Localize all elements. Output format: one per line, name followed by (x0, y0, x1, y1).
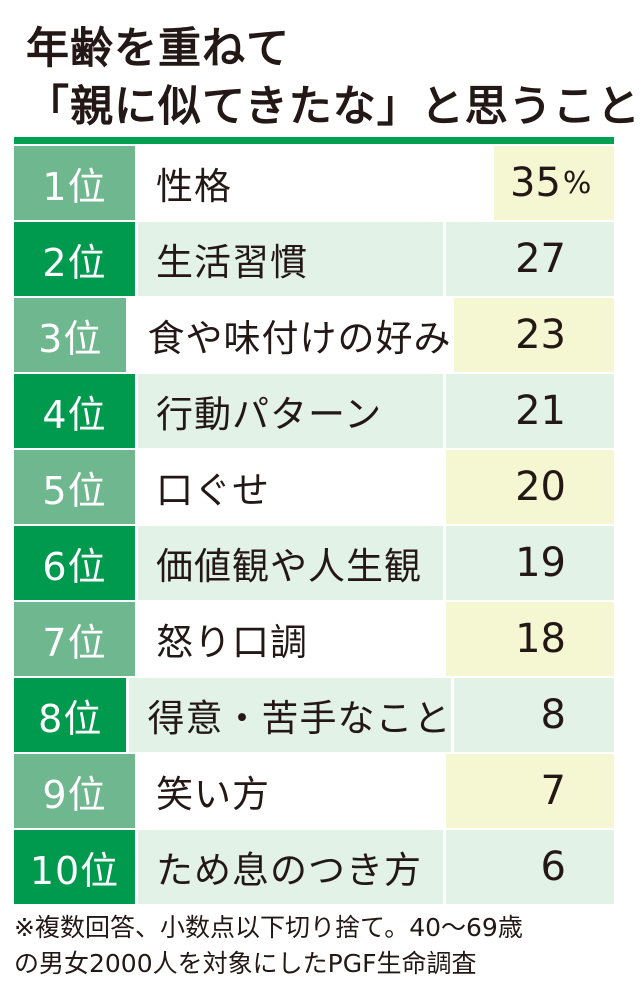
table-row: 9位 笑い方 7 (14, 752, 614, 828)
value-number: 8 (540, 692, 566, 738)
value-number: 35 (510, 160, 561, 206)
table-row: 10位 ため息のつき方 6 (14, 828, 614, 904)
rank-cell: 1位 (14, 146, 138, 220)
item-label: 性格 (138, 146, 491, 220)
title-line-2: 「親に似てきたな」と思うこと (26, 82, 640, 132)
rank-cell: 7位 (14, 602, 138, 676)
table-row: 2位 生活習慣 27 (14, 220, 614, 296)
value-cell: 6 (443, 830, 614, 904)
rank-cell: 9位 (14, 754, 138, 828)
value-number: 6 (540, 844, 566, 890)
value-number: 19 (515, 540, 566, 586)
value-cell: 8 (451, 678, 614, 752)
table-row: 7位 怒り口調 18 (14, 600, 614, 676)
item-label: 怒り口調 (138, 602, 443, 676)
footnote: ※複数回答、小数点以下切り捨て。40～69歳 の男女2000人を対象にしたPGF… (14, 910, 634, 982)
value-cell: 27 (443, 222, 614, 296)
rank-cell: 6位 (14, 526, 138, 600)
table-row: 8位 得意・苦手なこと 8 (14, 676, 614, 752)
item-label: 行動パターン (138, 374, 443, 448)
ranking-table: 1位 性格 35% 2位 生活習慣 27 3位 食や味付けの好み 23 4位 行動パターン 21 5位口… (14, 146, 614, 904)
value-cell: 23 (451, 298, 614, 372)
rank-cell: 4位 (14, 374, 138, 448)
item-label: 得意・苦手なこと (129, 678, 452, 752)
percent-unit: % (562, 165, 592, 201)
item-label: 価値観や人生観 (138, 526, 443, 600)
value-cell: 20 (443, 450, 614, 524)
item-label: 口ぐせ (138, 450, 443, 524)
value-cell: 21 (443, 374, 614, 448)
value-number: 27 (515, 236, 566, 282)
value-number: 21 (515, 388, 566, 434)
value-number: 20 (515, 464, 566, 510)
item-label: 食や味付けの好み (129, 298, 452, 372)
table-row: 5位 口ぐせ 20 (14, 448, 614, 524)
rank-cell: 10位 (14, 830, 138, 904)
value-cell: 7 (443, 754, 614, 828)
title-line-1: 年齢を重ねて (26, 24, 290, 74)
footnote-line-1: ※複数回答、小数点以下切り捨て。40～69歳 (14, 913, 523, 942)
rank-cell: 8位 (14, 678, 130, 752)
table-row: 4位 行動パターン 21 (14, 372, 614, 448)
item-label: ため息のつき方 (138, 830, 443, 904)
value-number: 7 (540, 768, 566, 814)
value-number: 23 (515, 312, 566, 358)
table-row: 1位 性格 35% (14, 146, 614, 220)
rank-cell: 5位 (14, 450, 138, 524)
value-number: 18 (515, 616, 566, 662)
value-cell: 35% (491, 146, 614, 220)
chart-title: 年齢を重ねて 「親に似てきたな」と思うこと (26, 20, 640, 136)
table-row: 6位 価値観や人生観 19 (14, 524, 614, 600)
table-row: 3位 食や味付けの好み 23 (14, 296, 614, 372)
item-label: 生活習慣 (138, 222, 443, 296)
rank-cell: 2位 (14, 222, 138, 296)
rank-cell: 3位 (14, 298, 130, 372)
item-label: 笑い方 (138, 754, 443, 828)
value-cell: 18 (443, 602, 614, 676)
value-cell: 19 (443, 526, 614, 600)
header-rule (14, 137, 614, 144)
footnote-line-2: の男女2000人を対象にしたPGF生命調査 (14, 949, 477, 978)
